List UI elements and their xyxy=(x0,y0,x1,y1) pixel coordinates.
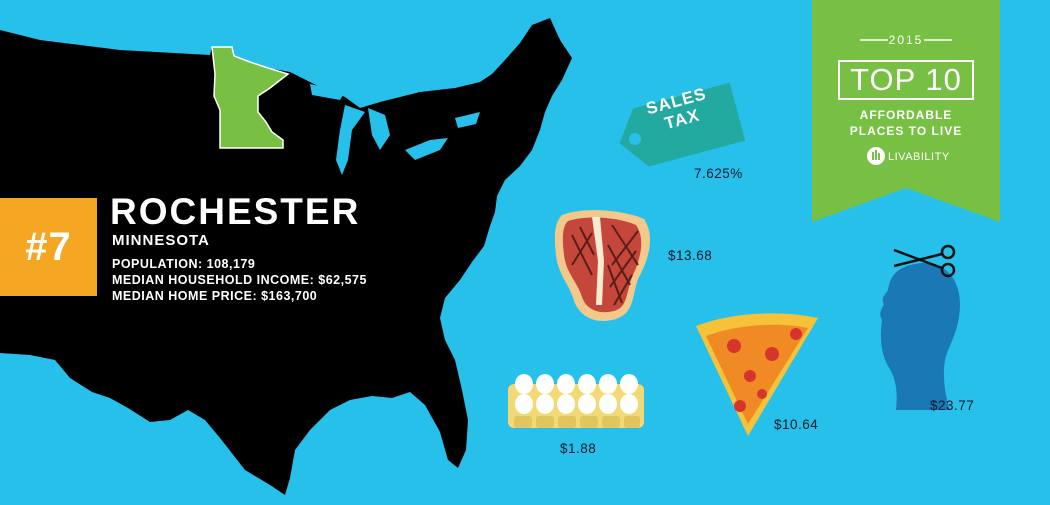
egg-carton-icon xyxy=(508,374,644,428)
haircut-silhouette-icon xyxy=(880,262,960,410)
livability-logo-icon xyxy=(867,147,885,165)
eggs-price: $1.88 xyxy=(560,441,597,456)
minnesota-state xyxy=(211,46,290,149)
banner-subtitle-line2: PLACES TO LIVE xyxy=(849,124,963,138)
scissors-icon xyxy=(893,244,956,278)
t-bone-steak-icon xyxy=(554,210,651,321)
city-name: ROCHESTER xyxy=(110,191,361,232)
top10-banner xyxy=(812,0,1000,222)
rank-label: #7 xyxy=(25,224,72,269)
haircut-price: $23.77 xyxy=(930,398,975,413)
great-lakes xyxy=(310,84,480,175)
brand-name: LIVABILITY xyxy=(888,151,950,163)
sales-tax-tag-icon xyxy=(619,82,746,167)
banner-subtitle-line1: AFFORDABLE xyxy=(859,108,953,122)
stat-population: POPULATION: 108,179 xyxy=(112,257,256,271)
steak-price: $13.68 xyxy=(668,248,713,263)
banner-year: 2015 xyxy=(888,33,924,47)
stat-median-income: MEDIAN HOUSEHOLD INCOME: $62,575 xyxy=(112,273,367,287)
pizza-price: $10.64 xyxy=(774,417,819,432)
stat-median-home-price: MEDIAN HOME PRICE: $163,700 xyxy=(112,289,318,303)
state-name: MINNESOTA xyxy=(112,232,210,249)
banner-title: TOP 10 xyxy=(850,62,962,97)
us-map-silhouette xyxy=(0,18,572,495)
banner-title-box: TOP 10 xyxy=(838,60,974,100)
pizza-slice-icon xyxy=(696,313,818,436)
sales-tax-value: 7.625% xyxy=(694,166,743,181)
rank-badge: #7 xyxy=(0,198,97,296)
